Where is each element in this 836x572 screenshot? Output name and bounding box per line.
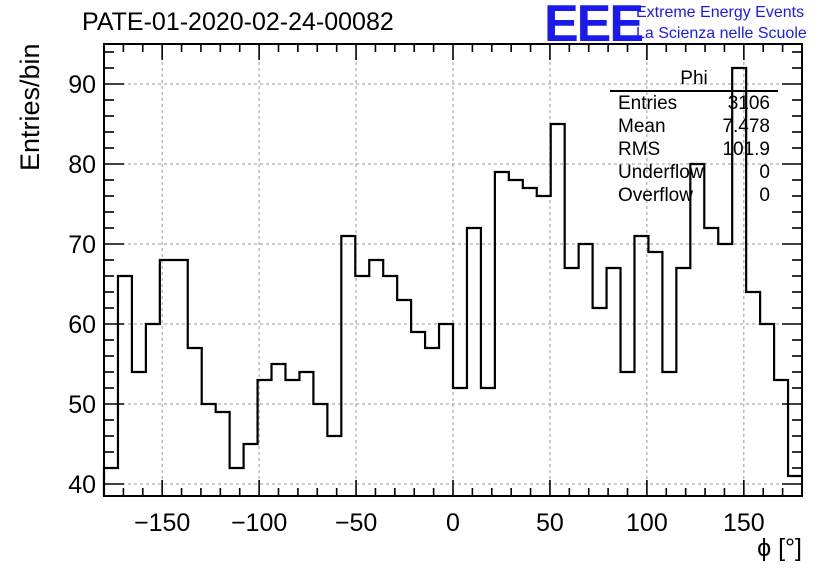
axis-ticks — [104, 44, 802, 496]
stats-label: Underflow — [618, 162, 704, 183]
y-axis-label: Entries/bin — [15, 43, 45, 171]
y-tick-label: 70 — [68, 231, 96, 259]
x-tick-label: −150 — [134, 509, 190, 537]
stats-label: Overflow — [618, 185, 693, 206]
stats-label: Mean — [618, 116, 666, 137]
stats-title: Phi — [610, 68, 778, 92]
x-tick-label: −100 — [231, 509, 287, 537]
y-tick-label: 80 — [68, 151, 96, 179]
y-tick-label: 40 — [68, 471, 96, 499]
stats-value: 7.478 — [722, 116, 770, 137]
stats-value: 3106 — [727, 93, 770, 114]
stats-label: Entries — [618, 93, 678, 114]
stats-row-overflow: Overflow 0 — [610, 184, 778, 207]
stats-label: RMS — [618, 139, 661, 160]
stats-row-entries: Entries 3106 — [610, 92, 778, 115]
y-tick-label: 60 — [68, 311, 96, 339]
x-tick-label: 150 — [723, 509, 765, 537]
x-tick-label: 50 — [536, 509, 564, 537]
stats-value: 101.9 — [722, 139, 770, 160]
stats-value: 0 — [759, 162, 770, 183]
y-tick-label: 50 — [68, 391, 96, 419]
histogram-series — [102, 66, 802, 496]
x-tick-label: 0 — [446, 509, 460, 537]
stats-row-rms: RMS 101.9 — [610, 138, 778, 161]
stats-value: 0 — [759, 185, 770, 206]
logo-line-2: La Scienza nelle Scuole — [636, 25, 807, 42]
tick-labels: −150 −100 −50 0 50 100 150 40 50 60 70 80 90 — [68, 71, 765, 537]
chart-title: PATE-01-2020-02-24-00082 — [82, 8, 394, 36]
eee-logo: EEE — [544, 0, 644, 53]
x-axis-label: ϕ [°] — [757, 534, 802, 562]
x-tick-label: 100 — [626, 509, 668, 537]
stats-row-mean: Mean 7.478 — [610, 115, 778, 138]
x-tick-label: −50 — [335, 509, 377, 537]
logo-line-1: Extreme Energy Events — [636, 4, 805, 21]
stats-row-underflow: Underflow 0 — [610, 161, 778, 184]
y-tick-label: 90 — [68, 71, 96, 99]
stats-box: Phi Entries 3106 Mean 7.478 RMS 101.9 Un… — [610, 68, 778, 207]
